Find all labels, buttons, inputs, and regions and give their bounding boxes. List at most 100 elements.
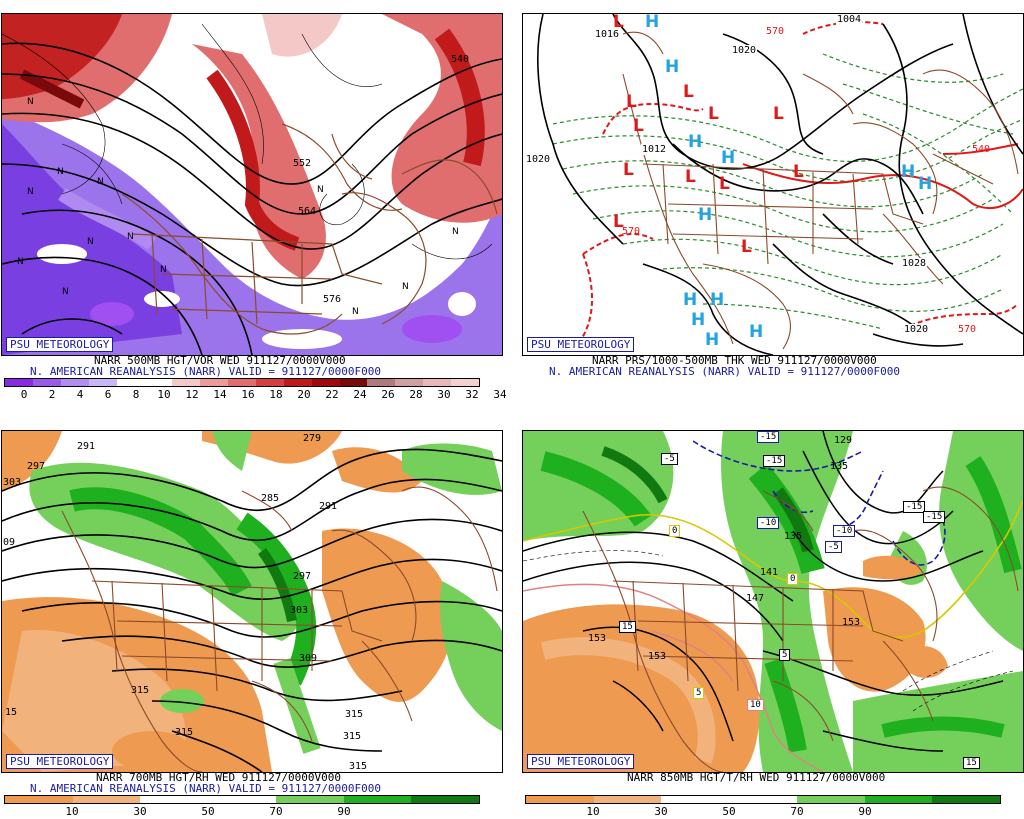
height-label: 135 xyxy=(830,461,849,472)
colorbar-tick-label: 14 xyxy=(213,388,227,401)
isotherm-label: -10 xyxy=(833,525,856,537)
colorbar-tick-label: 6 xyxy=(104,388,112,401)
isobar-label: 1020 xyxy=(731,45,758,56)
colorbar-segment xyxy=(729,796,797,803)
panel3-colorbar xyxy=(4,795,480,804)
map-500mb-canvas: N N N N N N N N N N N N N xyxy=(2,14,502,355)
colorbar-tick-label: 34 xyxy=(493,388,507,401)
isobar-label: 1020 xyxy=(525,154,552,165)
colorbar-segment xyxy=(172,379,201,386)
height-label: 315 xyxy=(343,731,362,742)
isobar-label: 1004 xyxy=(836,14,863,25)
panel4-colorbar-ticks: 10 30 50 70 90 xyxy=(525,806,1001,818)
isotherm-label: -5 xyxy=(825,541,842,553)
high-pressure-center: H xyxy=(665,57,680,77)
colorbar-segment xyxy=(116,379,145,386)
colorbar-tick-label: 50 xyxy=(722,805,736,818)
low-pressure-center: L xyxy=(719,174,730,194)
colorbar-tick-label: 30 xyxy=(654,805,668,818)
high-pressure-center: H xyxy=(645,13,660,32)
colorbar-segment xyxy=(275,796,344,803)
colorbar-segment xyxy=(32,379,61,386)
height-label-564: 564 xyxy=(298,206,317,217)
panel2-caption-title: NARR PRS/1000-500MB THK WED 911127/0000V… xyxy=(592,354,877,367)
colorbar-segment xyxy=(423,379,451,386)
colorbar-tick-label: 30 xyxy=(133,805,147,818)
colorbar-segment xyxy=(411,796,480,803)
low-pressure-center: L xyxy=(773,104,784,124)
height-label: 09 xyxy=(3,537,16,548)
colorbar-tick-label: 18 xyxy=(269,388,283,401)
low-pressure-center: L xyxy=(626,92,637,112)
low-pressure-center: L xyxy=(793,162,804,182)
height-label-576: 576 xyxy=(323,294,342,305)
low-pressure-center: L xyxy=(685,167,696,187)
colorbar-segment xyxy=(343,796,412,803)
colorbar-tick-label: 2 xyxy=(48,388,56,401)
high-pressure-center: H xyxy=(721,148,736,168)
high-pressure-center: H xyxy=(901,162,916,182)
high-pressure-center: H xyxy=(749,322,764,342)
isobar-label: 1016 xyxy=(594,29,621,40)
colorbar-segment xyxy=(208,796,276,803)
low-pressure-center: L xyxy=(708,104,719,124)
height-label: 315 xyxy=(175,727,194,738)
vorticity-n-markers: N N N N N N N N N N N N N xyxy=(17,97,459,317)
low-pressure-center: L xyxy=(613,212,624,232)
low-pressure-center: L xyxy=(683,82,694,102)
colorbar-segment xyxy=(88,379,117,386)
colorbar-tick-label: 10 xyxy=(157,388,171,401)
panel4-caption-title: NARR 850MB HGT/T/RH WED 911127/0000V000 xyxy=(627,771,886,784)
svg-text:N: N xyxy=(160,265,167,275)
isotherm-label: 0 xyxy=(787,573,799,585)
height-label: 15 xyxy=(5,707,18,718)
svg-text:N: N xyxy=(402,282,409,292)
panel3-caption-title: NARR 700MB HGT/RH WED 911127/0000V000 xyxy=(96,771,342,784)
height-label: 297 xyxy=(27,461,46,472)
height-label: 303 xyxy=(3,477,22,488)
colorbar-segment xyxy=(593,796,662,803)
colorbar-tick-label: 10 xyxy=(65,805,79,818)
isotherm-label: 15 xyxy=(619,621,636,633)
svg-text:N: N xyxy=(27,187,34,197)
height-label: 291 xyxy=(77,441,96,452)
height-label: 315 xyxy=(349,761,368,772)
isotherm-label: 0 xyxy=(669,525,681,537)
colorbar-tick-label: 50 xyxy=(201,805,215,818)
panel1-colorbar xyxy=(4,378,480,387)
high-pressure-center: H xyxy=(691,310,706,330)
svg-text:N: N xyxy=(127,232,134,242)
isotherm-label: -15 xyxy=(923,511,946,523)
svg-text:N: N xyxy=(317,185,324,195)
colorbar-tick-label: 70 xyxy=(269,805,283,818)
isobar-label: 1012 xyxy=(641,144,668,155)
height-label: 285 xyxy=(261,493,280,504)
map-500mb-vorticity: N N N N N N N N N N N N N 540 552 564 57… xyxy=(1,13,503,356)
height-label: 303 xyxy=(290,605,309,616)
colorbar-segment xyxy=(283,379,312,386)
isobar-label: 1020 xyxy=(903,324,930,335)
thickness-label: 570 xyxy=(766,26,785,37)
panel4-colorbar xyxy=(525,795,1001,804)
colorbar-segment xyxy=(395,379,424,386)
colorbar-segment xyxy=(60,379,89,386)
colorbar-segment xyxy=(864,796,933,803)
low-pressure-center: L xyxy=(613,13,624,32)
height-label: 315 xyxy=(345,709,364,720)
colorbar-segment xyxy=(932,796,1001,803)
colorbar-tick-label: 8 xyxy=(132,388,140,401)
low-pressure-center: L xyxy=(623,160,634,180)
panel1-caption-valid: N. AMERICAN REANALYSIS (NARR) VALID = 91… xyxy=(30,365,381,378)
colorbar-segment xyxy=(140,796,209,803)
high-pressure-center: H xyxy=(683,290,698,310)
colorbar-tick-label: 90 xyxy=(858,805,872,818)
height-label: 153 xyxy=(648,651,667,662)
height-label-552: 552 xyxy=(293,158,312,169)
low-pressure-center: L xyxy=(741,237,752,257)
isotherm-label: -10 xyxy=(757,517,780,529)
isotherm-label: 10 xyxy=(747,699,764,711)
svg-text:N: N xyxy=(352,307,359,317)
panel3-caption-valid: N. AMERICAN REANALYSIS (NARR) VALID = 91… xyxy=(30,782,381,795)
svg-text:N: N xyxy=(17,257,24,267)
colorbar-segment xyxy=(796,796,865,803)
